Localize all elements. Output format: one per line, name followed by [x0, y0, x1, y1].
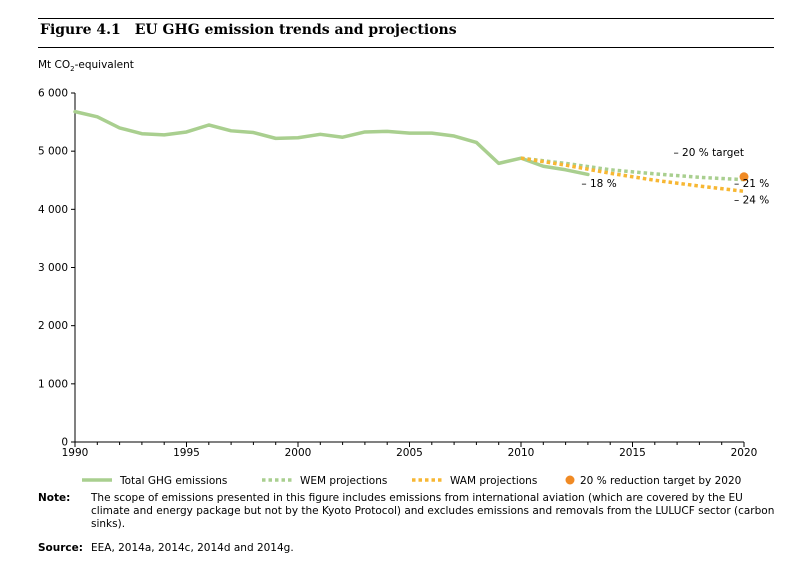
legend-label: WEM projections: [300, 475, 387, 487]
annotation-label: – 18 %: [581, 178, 616, 190]
y-axis-label-rest: -equivalent: [75, 59, 134, 71]
x-tick-label: 1995: [173, 447, 200, 459]
x-tick-label: 2005: [396, 447, 423, 459]
y-tick-label: 2 000: [38, 320, 68, 332]
legend-swatch: [565, 475, 575, 485]
figure-title: Figure 4.1 EU GHG emission trends and pro…: [40, 22, 457, 38]
x-tick-label: 2020: [731, 447, 758, 459]
y-axis-label: Mt CO2-equivalent: [38, 59, 134, 73]
note-text: The scope of emissions presented in this…: [91, 492, 775, 530]
x-tick-label: 1990: [62, 447, 89, 459]
annotation-layer: – 20 % target – 18 % – 21 % – 24 %: [581, 147, 769, 207]
figure-header: Figure 4.1 EU GHG emission trends and pro…: [38, 18, 774, 48]
annotation-label: – 20 % target: [673, 147, 744, 159]
series-layer: [73, 109, 749, 194]
y-tick-label: 0: [61, 437, 68, 449]
figure-title-text: EU GHG emission trends and projections: [134, 22, 457, 38]
x-tick-label: 2015: [619, 447, 646, 459]
series-wem-projections: [520, 156, 745, 182]
point-reduction-target-2020: [739, 172, 749, 182]
emissions-chart: Mt CO2-equivalent 0 1 000 2 000 3 000 4 000 5…: [38, 59, 769, 487]
legend: Total GHG emissions WEM projections WAM pr…: [82, 475, 741, 487]
source-label: Source:: [38, 542, 83, 554]
axes: 0 1 000 2 000 3 000 4 000 5 000 6 000 1990 1995 2…: [38, 88, 757, 460]
legend-label: 20 % reduction target by 2020: [580, 475, 741, 487]
y-tick-label: 6 000: [38, 88, 68, 100]
y-tick-label: 3 000: [38, 262, 68, 274]
series-wam-projections: [520, 156, 745, 194]
series-total-ghg-emissions: [73, 109, 590, 177]
annotation-label: – 21 %: [734, 178, 769, 190]
x-tick-label: 2010: [508, 447, 535, 459]
figure-number: Figure 4.1: [40, 22, 121, 38]
y-tick-label: 4 000: [38, 204, 68, 216]
legend-label: Total GHG emissions: [119, 475, 227, 487]
legend-label: WAM projections: [450, 475, 537, 487]
y-tick-label: 1 000: [38, 378, 68, 390]
annotation-label: – 24 %: [734, 195, 769, 207]
y-axis-label-main: Mt CO: [38, 59, 70, 71]
y-tick-label: 5 000: [38, 146, 68, 158]
y-axis-label-subscript: 2: [70, 65, 74, 73]
source-text: EEA, 2014a, 2014c, 2014d and 2014g.: [91, 542, 294, 554]
x-tick-label: 2000: [285, 447, 312, 459]
note-label: Note:: [38, 492, 71, 504]
